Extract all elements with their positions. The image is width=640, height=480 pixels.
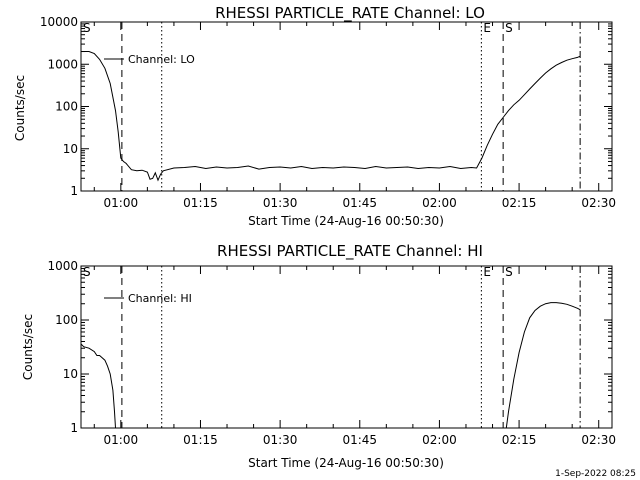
y-tick-label: 1000 xyxy=(47,259,78,273)
series-line xyxy=(81,51,581,182)
x-tick-label: 01:30 xyxy=(263,196,298,210)
event-marker-label: E xyxy=(483,265,491,279)
chart-panel-hi: RHESSI PARTICLE_RATE Channel: HI Counts/… xyxy=(21,242,616,470)
x-axis-label: Start Time (24-Aug-16 00:50:30) xyxy=(248,214,444,228)
x-tick-label: 02:30 xyxy=(581,433,616,447)
chart-title: RHESSI PARTICLE_RATE Channel: LO xyxy=(215,4,485,23)
x-tick-label: 02:15 xyxy=(502,196,537,210)
event-marker-label: S xyxy=(83,265,91,279)
x-tick-label: 01:15 xyxy=(183,433,218,447)
y-axis-label: Counts/sec xyxy=(21,314,35,380)
series-line xyxy=(505,302,581,429)
chart-panel-lo: RHESSI PARTICLE_RATE Channel: LO Counts/… xyxy=(13,4,616,228)
series-line xyxy=(80,343,116,429)
chart-title: RHESSI PARTICLE_RATE Channel: HI xyxy=(217,242,483,261)
legend-label: Channel: HI xyxy=(128,292,192,305)
x-tick-label: 01:15 xyxy=(183,196,218,210)
event-marker-label: E xyxy=(483,21,491,35)
x-tick-label: 01:30 xyxy=(263,433,298,447)
event-marker-label: S xyxy=(83,21,91,35)
event-marker-label: S xyxy=(505,21,513,35)
y-tick-label: 100 xyxy=(55,313,78,327)
x-axis-label: Start Time (24-Aug-16 00:50:30) xyxy=(248,456,444,470)
y-tick-label: 1000 xyxy=(47,57,78,71)
x-tick-label: 02:00 xyxy=(422,433,457,447)
x-tick-label: 02:15 xyxy=(502,433,537,447)
x-tick-label: 02:00 xyxy=(422,196,457,210)
y-tick-label: 100 xyxy=(55,100,78,114)
legend-label: Channel: LO xyxy=(128,53,195,66)
y-tick-label: 10 xyxy=(63,142,78,156)
y-tick-label: 1 xyxy=(70,184,78,198)
plot-area: 01:00 01:15 01:30 01:45 02:00 02:15 02:30 1 10 10… xyxy=(47,259,616,447)
generation-timestamp: 1-Sep-2022 08:25 xyxy=(555,469,636,479)
y-tick-label: 10000 xyxy=(40,15,78,29)
x-tick-label: 01:00 xyxy=(104,433,139,447)
y-tick-label: 1 xyxy=(70,421,78,435)
plot-frame xyxy=(80,265,613,429)
event-marker-label: S xyxy=(505,265,513,279)
x-tick-label: 01:45 xyxy=(342,433,377,447)
y-axis-label: Counts/sec xyxy=(13,75,27,141)
plot-area: 01:00 01:15 01:30 01:45 02:00 02:15 02:30 1 10 10… xyxy=(40,15,616,210)
x-tick-label: 01:45 xyxy=(342,196,377,210)
y-tick-label: 10 xyxy=(63,367,78,381)
x-tick-label: 01:00 xyxy=(104,196,139,210)
x-tick-label: 02:30 xyxy=(581,196,616,210)
